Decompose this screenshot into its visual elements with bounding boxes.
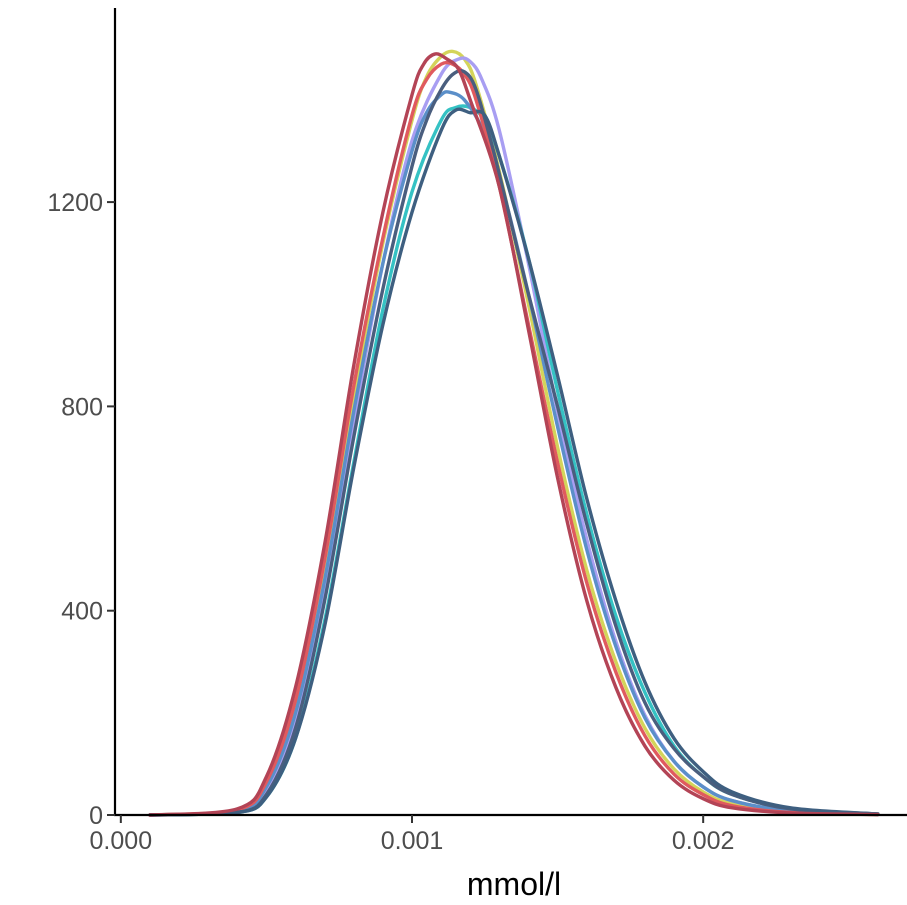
- density-line-5: [148, 60, 880, 817]
- density-line-2: [148, 56, 880, 817]
- density-line-6: [148, 69, 880, 817]
- density-line-7: [148, 107, 880, 817]
- x-axis-ticks: 0.000 0.001 0.002: [90, 815, 735, 855]
- x-tick-label: 0.000: [90, 827, 153, 855]
- y-tick-label: 800: [61, 393, 103, 421]
- y-tick-label: 1200: [47, 189, 103, 217]
- series-layer: [148, 49, 880, 817]
- density-line-1: [148, 49, 880, 817]
- x-tick-label: 0.001: [381, 827, 444, 855]
- y-tick-label: 400: [61, 598, 103, 626]
- density-line-3: [148, 104, 880, 817]
- density-line-4: [148, 90, 880, 817]
- density-line-8: [148, 52, 880, 817]
- x-axis-title: mmol/l: [467, 866, 561, 902]
- x-tick-label: 0.002: [672, 827, 735, 855]
- y-tick-label: 0: [89, 802, 103, 830]
- y-axis-ticks: 0 400 800 1200: [47, 189, 115, 830]
